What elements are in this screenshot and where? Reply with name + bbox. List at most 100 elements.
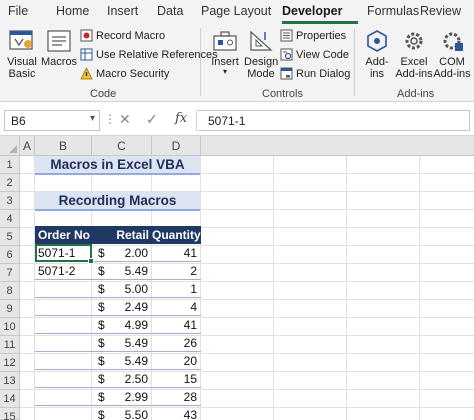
sheet-subtitle[interactable]: Recording Macros — [35, 192, 200, 211]
run-dialog-button[interactable]: Run Dialog — [280, 66, 350, 82]
order-no-cell[interactable] — [35, 388, 92, 406]
retail-price-cell[interactable]: $2.50 — [92, 370, 152, 388]
order-no-cell[interactable] — [35, 370, 92, 388]
row-header[interactable]: 3 — [0, 192, 20, 210]
order-no-cell[interactable] — [35, 316, 92, 334]
chevron-down-icon[interactable]: ▾ — [89, 113, 95, 124]
record-macro-button[interactable]: Record Macro — [80, 28, 165, 44]
table-header-quantity[interactable]: Quantity — [152, 226, 201, 244]
design-mode-button[interactable]: Design Mode — [244, 28, 278, 80]
column-header-a[interactable]: A — [20, 136, 35, 156]
column-header-empty — [201, 136, 474, 156]
table-header-retail-price[interactable]: Retail Price — [92, 226, 152, 260]
insert-function-button[interactable]: fx — [175, 111, 188, 126]
tab-home[interactable]: Home — [56, 4, 90, 18]
retail-price-cell[interactable]: $5.00 — [92, 280, 152, 298]
order-no-cell[interactable] — [35, 406, 92, 420]
table-header-order-no[interactable]: Order No — [35, 226, 92, 244]
order-no-cell[interactable] — [35, 334, 92, 352]
addins-button[interactable]: Add- ins — [360, 28, 394, 80]
row-header[interactable]: 7 — [0, 264, 20, 282]
relative-references-icon — [80, 48, 93, 61]
properties-button[interactable]: Properties — [280, 28, 346, 44]
row-header[interactable]: 13 — [0, 372, 20, 390]
select-all-button[interactable] — [0, 136, 20, 156]
quantity-cell[interactable]: 1 — [152, 280, 201, 298]
sheet-title[interactable]: Macros in Excel VBA — [35, 156, 200, 175]
tab-insert[interactable]: Insert — [107, 4, 139, 18]
row-header[interactable]: 6 — [0, 246, 20, 264]
row-header[interactable]: 11 — [0, 336, 20, 354]
row-header[interactable]: 15 — [0, 408, 20, 420]
more-options-icon: ⋮ — [104, 112, 116, 126]
retail-price-cell[interactable]: $2.99 — [92, 388, 152, 406]
retail-price-cell[interactable]: $4.99 — [92, 316, 152, 334]
quantity-cell[interactable]: 43 — [152, 406, 201, 420]
order-no-cell[interactable] — [35, 298, 92, 316]
view-code-button[interactable]: View Code — [280, 47, 349, 63]
insert-control-button[interactable]: Insert ▾ — [206, 28, 244, 76]
formula-input[interactable]: 5071-1 — [198, 110, 470, 131]
name-box[interactable]: B6 ▾ — [4, 110, 100, 131]
column-header-b[interactable]: B — [35, 136, 92, 156]
retail-price-cell[interactable]: $2.49 — [92, 298, 152, 316]
quantity-cell[interactable]: 41 — [152, 316, 201, 334]
macros-button[interactable]: Macros — [41, 28, 77, 68]
quantity-cell[interactable]: 15 — [152, 370, 201, 388]
retail-price-cell[interactable]: $2.00 — [92, 244, 152, 262]
tab-formulas[interactable]: Formulas — [367, 4, 420, 18]
order-no-cell[interactable] — [35, 280, 92, 298]
retail-price-value: 2.00 — [124, 246, 148, 260]
row-header[interactable]: 12 — [0, 354, 20, 372]
run-dialog-label: Run Dialog — [296, 68, 351, 80]
retail-price-value: 5.49 — [124, 264, 148, 278]
row-header[interactable]: 10 — [0, 318, 20, 336]
tab-page-layout[interactable]: Page Layout — [201, 4, 272, 18]
tab-review[interactable]: Review — [420, 4, 461, 18]
excel-addins-button[interactable]: Excel Add-ins — [394, 28, 434, 80]
column-header-d[interactable]: D — [152, 136, 201, 156]
quantity-cell[interactable]: 28 — [152, 388, 201, 406]
com-addins-icon — [443, 32, 463, 51]
quantity-cell[interactable]: 20 — [152, 352, 201, 370]
quantity-cell[interactable]: 26 — [152, 334, 201, 352]
retail-price-cell[interactable]: $5.49 — [92, 352, 152, 370]
row-header[interactable]: 1 — [0, 156, 20, 174]
formula-bar-divider — [196, 110, 197, 131]
properties-icon — [280, 29, 293, 42]
tab-file[interactable]: File — [8, 4, 29, 18]
quantity-cell[interactable]: 41 — [152, 244, 201, 262]
retail-price-value: 5.00 — [124, 282, 148, 296]
retail-price-cell[interactable]: $5.49 — [92, 334, 152, 352]
row-header[interactable]: 2 — [0, 174, 20, 192]
order-no-cell[interactable]: 5071-2 — [35, 262, 92, 280]
confirm-entry-button[interactable]: ✓ — [146, 111, 158, 127]
row-header[interactable]: 8 — [0, 282, 20, 300]
currency-symbol: $ — [98, 390, 105, 404]
row-header[interactable]: 5 — [0, 228, 20, 246]
retail-price-value: 2.99 — [124, 390, 148, 404]
visual-basic-label-1: Visual — [7, 56, 37, 68]
row-header[interactable]: 9 — [0, 300, 20, 318]
fill-handle[interactable] — [88, 258, 94, 264]
row-header[interactable]: 4 — [0, 210, 20, 228]
retail-price-cell[interactable]: $5.50 — [92, 406, 152, 420]
com-addins-button[interactable]: COM Add-ins — [432, 28, 472, 80]
quantity-cell[interactable]: 2 — [152, 262, 201, 280]
column-header-c[interactable]: C — [92, 136, 152, 156]
quantity-cell[interactable]: 4 — [152, 298, 201, 316]
worksheet-grid[interactable]: A B C D 1 2 3 4 5 6 7 8 9 10 11 12 13 14… — [0, 136, 474, 420]
tab-data[interactable]: Data — [157, 4, 184, 18]
order-no-cell[interactable] — [35, 352, 92, 370]
tab-developer[interactable]: Developer — [282, 4, 343, 18]
currency-symbol: $ — [98, 354, 105, 368]
design-mode-label-1: Design — [244, 56, 279, 68]
retail-price-value: 4.99 — [124, 318, 148, 332]
visual-basic-button[interactable]: Visual Basic — [4, 28, 40, 80]
retail-price-cell[interactable]: $5.49 — [92, 262, 152, 280]
use-relative-references-button[interactable]: Use Relative References — [80, 47, 218, 63]
macro-security-button[interactable]: Macro Security — [80, 66, 169, 82]
retail-price-value: 5.50 — [124, 408, 148, 420]
cancel-entry-button[interactable]: ✕ — [119, 111, 131, 127]
row-header[interactable]: 14 — [0, 390, 20, 408]
